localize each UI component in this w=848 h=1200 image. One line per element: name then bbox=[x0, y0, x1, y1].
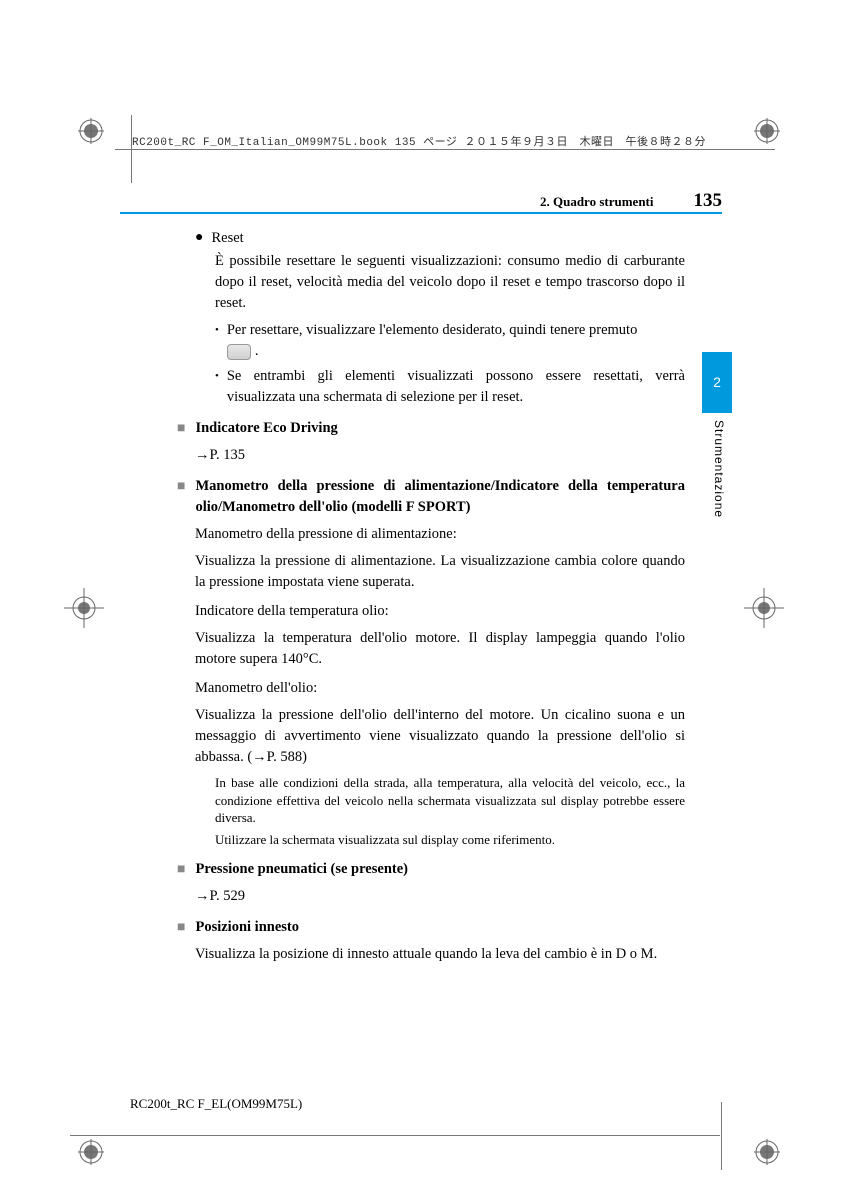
reset-sub2: Se entrambi gli elementi visualizzati po… bbox=[227, 366, 685, 408]
press-ref: →P. 529 bbox=[195, 886, 685, 907]
reset-desc: È possibile resettare le seguenti visual… bbox=[215, 251, 685, 314]
square-icon: ■ bbox=[177, 476, 185, 518]
eco-title: Indicatore Eco Driving bbox=[195, 418, 337, 439]
chapter-tab: 2 bbox=[702, 352, 732, 413]
header-rule bbox=[120, 212, 722, 214]
crop-vline-bottom bbox=[721, 1102, 722, 1170]
page-content: ● Reset È possibile resettare le seguent… bbox=[195, 228, 685, 971]
section-title: 2. Quadro strumenti bbox=[540, 194, 654, 210]
footer-doc-id: RC200t_RC F_EL(OM99M75L) bbox=[130, 1096, 302, 1112]
page-number: 135 bbox=[694, 190, 723, 212]
eco-ref: →P. 135 bbox=[195, 445, 685, 466]
ok-button-icon bbox=[227, 344, 251, 360]
crop-vline-top bbox=[131, 115, 132, 183]
reset-sub1: Per resettare, visualizzare l'elemento d… bbox=[227, 320, 685, 362]
reset-title: Reset bbox=[211, 228, 243, 249]
mano-title: Manometro della pressione di alimentazio… bbox=[195, 476, 685, 518]
reg-mark-ml bbox=[64, 588, 104, 633]
square-icon: ■ bbox=[177, 917, 185, 938]
mano-note2: Utilizzare la schermata visualizzata sul… bbox=[215, 831, 685, 849]
dot-icon: • bbox=[215, 320, 219, 362]
crop-line-top bbox=[115, 149, 775, 150]
book-file-header: RC200t_RC F_OM_Italian_OM99M75L.book 135… bbox=[132, 133, 706, 149]
reg-mark-tl bbox=[78, 118, 104, 144]
pos-p1: Visualizza la posizione di innesto attua… bbox=[195, 944, 685, 965]
mano-p2: Visualizza la temperatura dell'olio moto… bbox=[195, 628, 685, 670]
chapter-tab-number: 2 bbox=[713, 374, 721, 390]
mano-p3: Visualizza la pressione dell'olio dell'i… bbox=[195, 705, 685, 768]
chapter-tab-label: Strumentazione bbox=[712, 420, 726, 518]
mano-h1: Manometro della pressione di alimentazio… bbox=[195, 524, 685, 545]
bullet-icon: ● bbox=[195, 228, 203, 249]
reg-mark-mr bbox=[744, 588, 784, 633]
reg-mark-tr bbox=[754, 118, 780, 144]
mano-note1: In base alle condizioni della strada, al… bbox=[215, 774, 685, 827]
dot-icon: • bbox=[215, 366, 219, 408]
mano-h3: Manometro dell'olio: bbox=[195, 678, 685, 699]
mano-h2: Indicatore della temperatura olio: bbox=[195, 601, 685, 622]
square-icon: ■ bbox=[177, 418, 185, 439]
square-icon: ■ bbox=[177, 859, 185, 880]
reg-mark-br bbox=[754, 1139, 780, 1165]
press-title: Pressione pneumatici (se presente) bbox=[195, 859, 408, 880]
crop-line-bottom bbox=[70, 1135, 720, 1136]
reg-mark-bl bbox=[78, 1139, 104, 1165]
pos-title: Posizioni innesto bbox=[195, 917, 299, 938]
mano-p1: Visualizza la pressione di alimentazione… bbox=[195, 551, 685, 593]
